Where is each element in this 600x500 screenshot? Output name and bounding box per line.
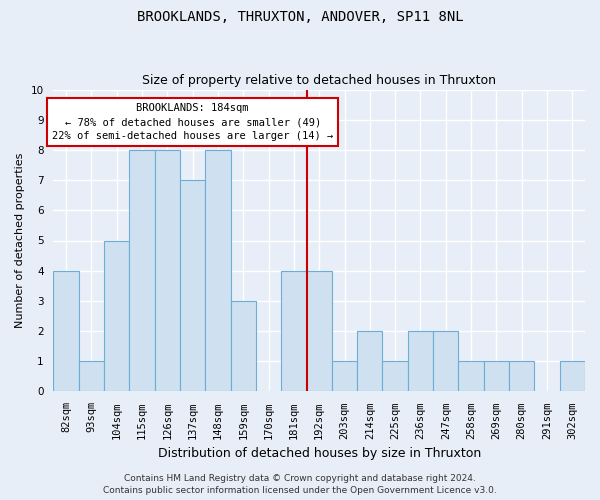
- Bar: [180, 180, 205, 392]
- Bar: [205, 150, 230, 392]
- Bar: [104, 240, 130, 392]
- Bar: [382, 362, 408, 392]
- Y-axis label: Number of detached properties: Number of detached properties: [15, 153, 25, 328]
- Bar: [357, 331, 382, 392]
- Bar: [155, 150, 180, 392]
- Bar: [458, 362, 484, 392]
- Title: Size of property relative to detached houses in Thruxton: Size of property relative to detached ho…: [142, 74, 496, 87]
- Bar: [79, 362, 104, 392]
- Text: BROOKLANDS, THRUXTON, ANDOVER, SP11 8NL: BROOKLANDS, THRUXTON, ANDOVER, SP11 8NL: [137, 10, 463, 24]
- Bar: [53, 270, 79, 392]
- Bar: [433, 331, 458, 392]
- Bar: [281, 270, 307, 392]
- Bar: [307, 270, 332, 392]
- Bar: [230, 301, 256, 392]
- Bar: [408, 331, 433, 392]
- Text: Contains HM Land Registry data © Crown copyright and database right 2024.
Contai: Contains HM Land Registry data © Crown c…: [103, 474, 497, 495]
- Bar: [509, 362, 535, 392]
- Bar: [560, 362, 585, 392]
- Bar: [332, 362, 357, 392]
- Bar: [484, 362, 509, 392]
- X-axis label: Distribution of detached houses by size in Thruxton: Distribution of detached houses by size …: [158, 447, 481, 460]
- Text: BROOKLANDS: 184sqm
← 78% of detached houses are smaller (49)
22% of semi-detache: BROOKLANDS: 184sqm ← 78% of detached hou…: [52, 103, 333, 141]
- Bar: [130, 150, 155, 392]
